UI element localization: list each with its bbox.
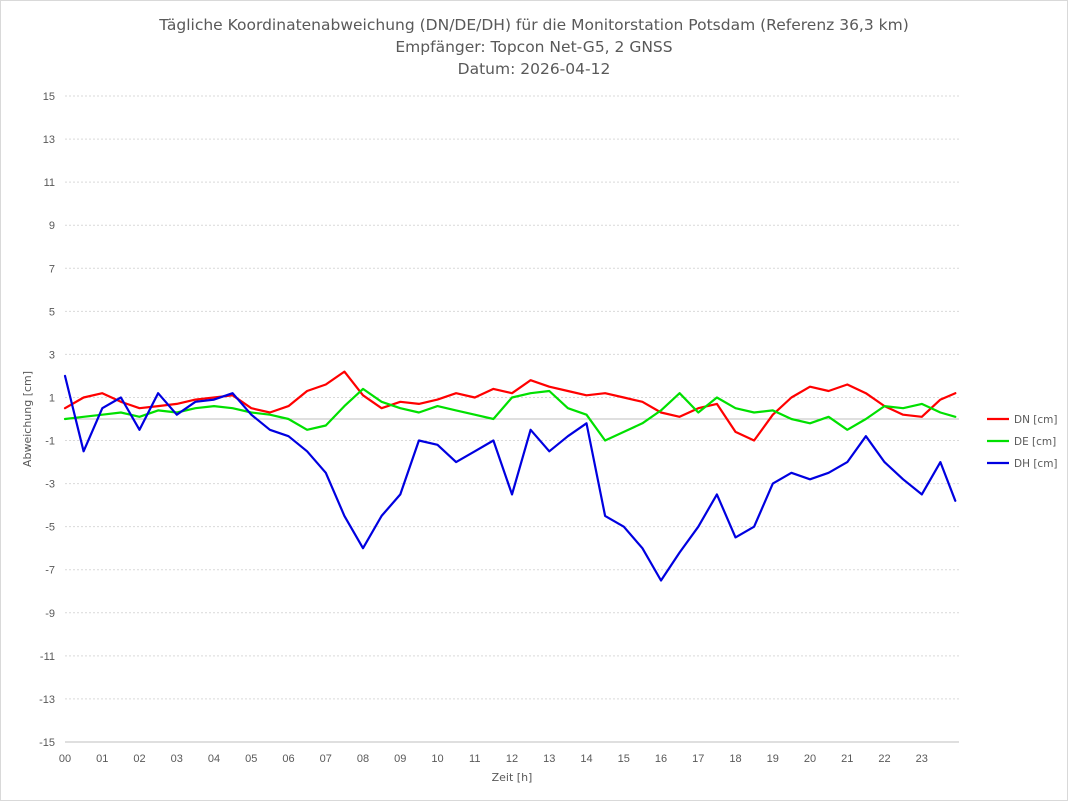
x-tick-label: 03: [171, 753, 183, 765]
y-tick-label: -13: [39, 694, 55, 706]
x-tick-label: 12: [506, 753, 518, 765]
series-line-dh: [63, 374, 957, 582]
x-tick-label: 17: [692, 753, 704, 765]
x-tick-label: 09: [394, 753, 406, 765]
x-tick-label: 19: [767, 753, 779, 765]
y-tick-label: -9: [45, 608, 55, 620]
legend-label-dn: DN [cm]: [1014, 414, 1057, 426]
y-axis-title: Abweichung [cm]: [21, 371, 34, 467]
chart-title: Tägliche Koordinatenabweichung (DN/DE/DH…: [158, 16, 909, 34]
y-tick-label: 3: [49, 349, 55, 361]
y-tick-label: 15: [43, 91, 55, 103]
plot-series: [63, 370, 957, 582]
x-axis-ticks: 00 01 02 03 04 05 06 07 08 09 10 11 12 13 14 15 16 17 18 19…: [59, 753, 928, 765]
x-tick-label: 01: [96, 753, 108, 765]
y-tick-label: -7: [45, 565, 55, 577]
y-tick-label: 1: [49, 392, 55, 404]
x-tick-label: 22: [878, 753, 890, 765]
series-line-de: [63, 387, 957, 442]
x-tick-label: 16: [655, 753, 667, 765]
y-tick-label: -1: [45, 436, 55, 448]
x-tick-label: 02: [133, 753, 145, 765]
x-tick-label: 20: [804, 753, 816, 765]
chart-subtitle: Empfänger: Topcon Net-G5, 2 GNSS: [395, 38, 672, 56]
y-tick-label: -5: [45, 522, 55, 534]
legend: DN [cm] DE [cm] DH [cm]: [987, 414, 1058, 470]
x-tick-label: 00: [59, 753, 71, 765]
series-line-dn: [63, 370, 957, 442]
x-tick-label: 14: [580, 753, 592, 765]
grid: [65, 95, 959, 743]
x-tick-label: 23: [916, 753, 928, 765]
x-tick-label: 13: [543, 753, 555, 765]
legend-label-de: DE [cm]: [1014, 436, 1056, 448]
y-tick-label: -11: [40, 651, 55, 663]
y-tick-label: 11: [44, 177, 55, 189]
y-tick-label: -3: [45, 479, 55, 491]
y-tick-label: 13: [43, 134, 55, 146]
x-tick-label: 05: [245, 753, 257, 765]
chart-date: Datum: 2026-04-12: [458, 60, 611, 78]
legend-label-dh: DH [cm]: [1014, 458, 1058, 470]
y-tick-label: -15: [39, 737, 55, 749]
x-tick-label: 08: [357, 753, 369, 765]
x-tick-label: 07: [320, 753, 332, 765]
x-axis-title: Zeit [h]: [492, 771, 533, 784]
x-tick-label: 21: [841, 753, 853, 765]
x-tick-label: 18: [729, 753, 741, 765]
x-tick-label: 11: [469, 753, 480, 765]
x-tick-label: 04: [208, 753, 220, 765]
y-tick-label: 5: [49, 306, 55, 318]
y-tick-label: 7: [49, 263, 55, 275]
x-tick-label: 15: [618, 753, 630, 765]
y-tick-label: 9: [49, 220, 55, 232]
y-axis-ticks: 15 13 11 9 7 5 3 1 -1 -3 -5 -7 -9 -11 -13 -15: [39, 91, 55, 749]
x-tick-label: 10: [431, 753, 443, 765]
x-tick-label: 06: [282, 753, 294, 765]
